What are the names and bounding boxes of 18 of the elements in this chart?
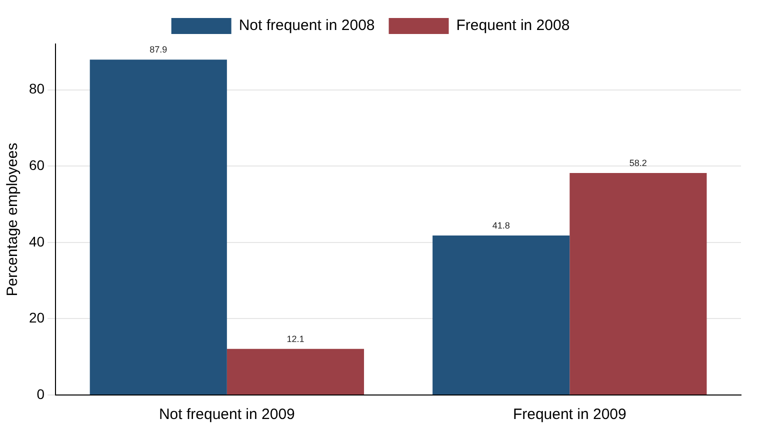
data-label: 87.9 <box>150 44 168 55</box>
y-tick-label: 60 <box>28 156 45 173</box>
x-tick-label: Not frequent in 2009 <box>158 406 295 424</box>
data-label: 41.8 <box>492 220 510 231</box>
bar <box>432 236 570 394</box>
data-label: 58.2 <box>629 158 647 168</box>
y-tick-label: 0 <box>36 386 45 402</box>
legend-label: Not frequent in 2008 <box>238 17 375 34</box>
bar <box>90 60 227 394</box>
y-tick-label: 80 <box>28 80 45 97</box>
y-axis-title: Percentage employees <box>4 142 22 296</box>
y-tick-label: 20 <box>28 310 45 326</box>
bar <box>226 348 364 394</box>
bar <box>570 172 707 394</box>
data-label: 12.1 <box>286 334 304 344</box>
legend-label: Frequent in 2008 <box>456 17 570 34</box>
x-tick-label: Frequent in 2009 <box>512 406 626 424</box>
y-tick-label: 40 <box>28 233 45 250</box>
